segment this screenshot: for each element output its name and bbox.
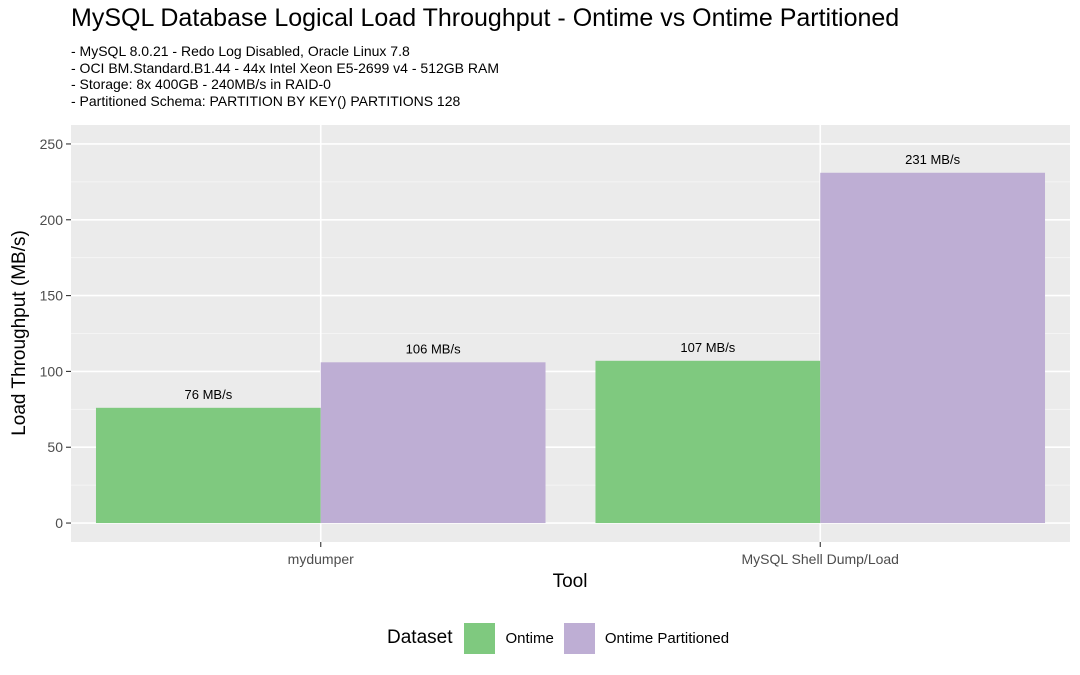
legend-label: Ontime Partitioned (604, 629, 730, 647)
y-axis: 0 50 100 150 200 250 (40, 136, 71, 531)
legend: Dataset Ontime Ontime Partitioned (387, 621, 739, 655)
x-tick-label: MySQL Shell Dump/Load (742, 551, 899, 567)
x-tick-label: mydumper (288, 551, 354, 567)
bar (95, 407, 321, 524)
legend-item-ontime-partitioned: Ontime Partitioned (563, 622, 730, 654)
bar (320, 362, 546, 524)
y-tick-label: 200 (40, 212, 64, 228)
subtitle-line: - MySQL 8.0.21 - Redo Log Disabled, Orac… (71, 43, 410, 59)
y-tick-label: 100 (40, 363, 64, 379)
bars: 76 MB/s 106 MB/s 107 MB/s 231 MB/s (95, 152, 1046, 524)
y-tick-label: 250 (40, 136, 64, 152)
subtitle-line: - Partitioned Schema: PARTITION BY KEY()… (71, 92, 461, 109)
subtitle-line: - Storage: 8x 400GB - 240MB/s in RAID-0 (71, 76, 331, 92)
bar (595, 360, 821, 524)
chart-subtitle: - MySQL 8.0.21 - Redo Log Disabled, Orac… (71, 43, 499, 109)
y-tick-label: 0 (55, 515, 63, 531)
legend-title: Dataset (387, 627, 453, 648)
subtitle-line: - OCI BM.Standard.B1.44 - 44x Intel Xeon… (71, 59, 499, 76)
legend-swatch (464, 622, 496, 654)
data-label: 106 MB/s (406, 341, 461, 356)
chart-title: MySQL Database Logical Load Throughput -… (71, 4, 900, 32)
data-label: 231 MB/s (905, 152, 960, 167)
y-axis-title: Load Throughput (MB/s) (9, 230, 30, 436)
data-label: 76 MB/s (185, 387, 233, 402)
y-tick-label: 150 (40, 288, 64, 304)
legend-item-ontime: Ontime (464, 622, 554, 654)
legend-swatch (563, 622, 595, 654)
y-tick-label: 50 (47, 439, 63, 455)
bar (820, 172, 1046, 524)
legend-label: Ontime (505, 629, 554, 647)
x-axis-title: Tool (553, 571, 588, 592)
x-axis: mydumper MySQL Shell Dump/Load (288, 542, 899, 567)
data-label: 107 MB/s (680, 340, 735, 355)
